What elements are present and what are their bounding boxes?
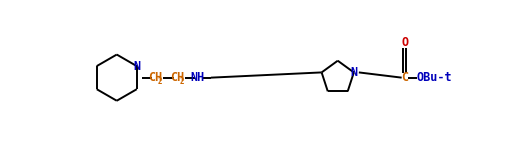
Text: 2: 2 [158,77,162,86]
Text: CH: CH [170,71,184,84]
Text: O: O [401,36,408,49]
Text: CH: CH [148,71,163,84]
Text: OBu-t: OBu-t [416,71,452,84]
Text: C: C [401,71,408,84]
Text: N: N [133,60,140,73]
Text: NH: NH [191,71,205,84]
Text: N: N [350,66,358,79]
Text: 2: 2 [179,77,184,86]
